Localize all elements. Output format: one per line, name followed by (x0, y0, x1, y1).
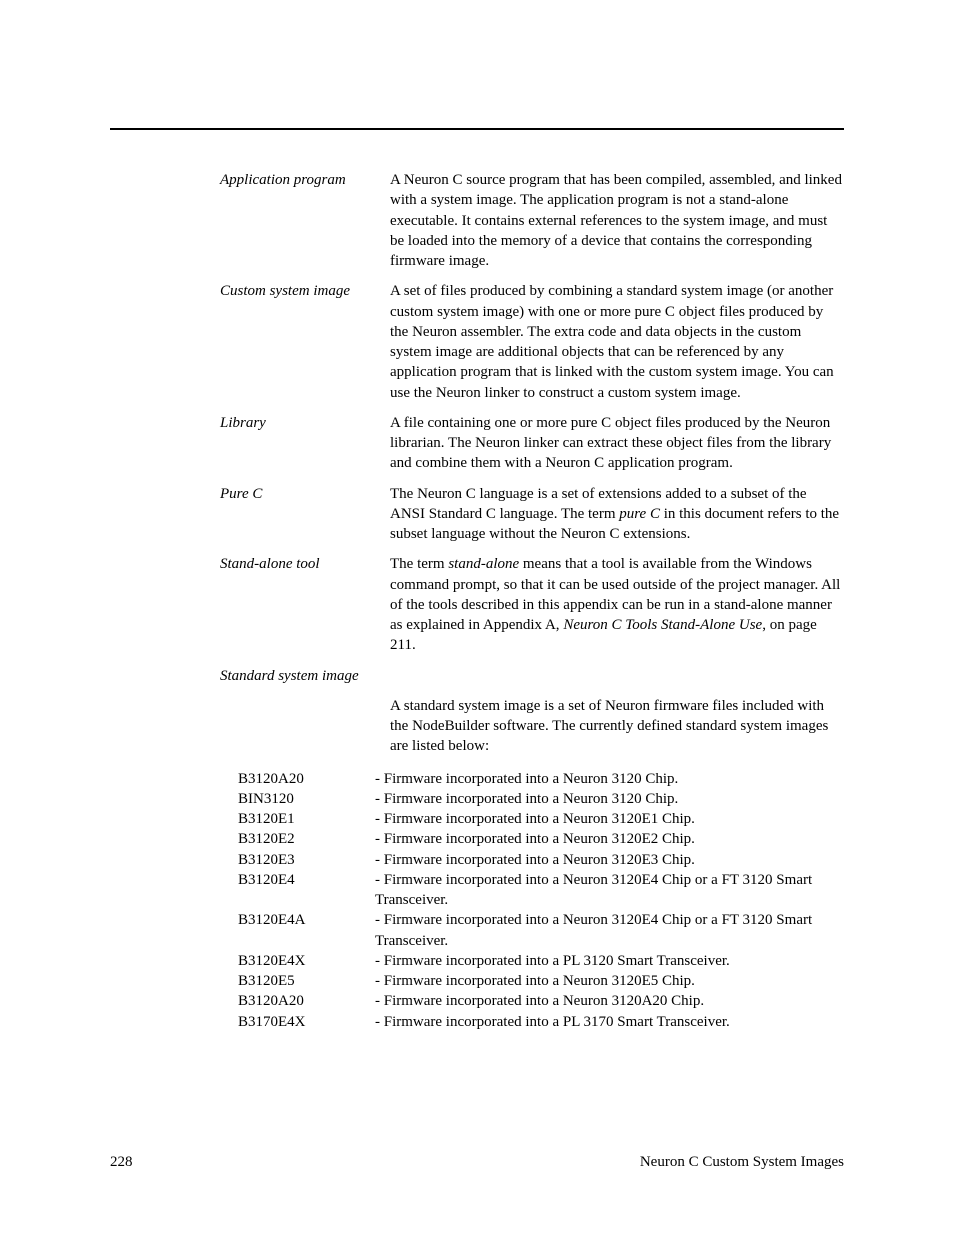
italic-run: stand-alone (448, 556, 519, 572)
term-label: Library (220, 413, 390, 474)
firmware-description: - Firmware incorporated into a Neuron 31… (375, 870, 844, 911)
term-label: Custom system image (220, 281, 390, 403)
firmware-row: B3120E3- Firmware incorporated into a Ne… (220, 850, 844, 870)
firmware-row: B3120E5- Firmware incorporated into a Ne… (220, 971, 844, 991)
firmware-code: B3120E4A (220, 910, 375, 951)
term-description: The term stand-alone means that a tool i… (390, 554, 844, 655)
term-description: A file containing one or more pure C obj… (390, 413, 844, 474)
firmware-code: B3120A20 (220, 769, 375, 789)
firmware-list: B3120A20- Firmware incorporated into a N… (220, 769, 844, 1032)
term-label: Application program (220, 170, 390, 271)
definition-custom-system-image: Custom system image A set of files produ… (220, 281, 844, 403)
firmware-code: B3120E5 (220, 971, 375, 991)
term-description: A Neuron C source program that has been … (390, 170, 844, 271)
firmware-row: B3120E4X- Firmware incorporated into a P… (220, 951, 844, 971)
firmware-code: B3120E4X (220, 951, 375, 971)
definition-application-program: Application program A Neuron C source pr… (220, 170, 844, 271)
term-description: The Neuron C language is a set of extens… (390, 484, 844, 545)
page-number: 228 (110, 1154, 133, 1171)
firmware-code: B3120A20 (220, 991, 375, 1011)
firmware-code: B3170E4X (220, 1012, 375, 1032)
horizontal-rule (110, 128, 844, 130)
italic-run: pure C (619, 506, 660, 522)
page-footer: 228 Neuron C Custom System Images (110, 1154, 844, 1171)
term-label: Pure C (220, 484, 390, 545)
firmware-row: B3170E4X- Firmware incorporated into a P… (220, 1012, 844, 1032)
firmware-row: BIN3120- Firmware incorporated into a Ne… (220, 789, 844, 809)
term-label-standard-system-image: Standard system image (220, 666, 844, 686)
firmware-row: B3120E4A- Firmware incorporated into a N… (220, 910, 844, 951)
firmware-description: - Firmware incorporated into a Neuron 31… (375, 850, 844, 870)
firmware-row: B3120E2- Firmware incorporated into a Ne… (220, 829, 844, 849)
firmware-description: - Firmware incorporated into a Neuron 31… (375, 971, 844, 991)
firmware-description: - Firmware incorporated into a PL 3170 S… (375, 1012, 844, 1032)
firmware-code: BIN3120 (220, 789, 375, 809)
firmware-description: - Firmware incorporated into a Neuron 31… (375, 789, 844, 809)
firmware-description: - Firmware incorporated into a Neuron 31… (375, 809, 844, 829)
term-description: A standard system image is a set of Neur… (390, 696, 844, 757)
firmware-description: - Firmware incorporated into a PL 3120 S… (375, 951, 844, 971)
firmware-description: - Firmware incorporated into a Neuron 31… (375, 829, 844, 849)
firmware-code: B3120E4 (220, 870, 375, 911)
definition-library: Library A file containing one or more pu… (220, 413, 844, 474)
firmware-code: B3120E2 (220, 829, 375, 849)
definition-stand-alone-tool: Stand-alone tool The term stand-alone me… (220, 554, 844, 655)
firmware-row: B3120A20- Firmware incorporated into a N… (220, 991, 844, 1011)
firmware-row: B3120E4- Firmware incorporated into a Ne… (220, 870, 844, 911)
firmware-code: B3120E3 (220, 850, 375, 870)
term-label: Stand-alone tool (220, 554, 390, 655)
footer-title: Neuron C Custom System Images (640, 1154, 844, 1171)
firmware-code: B3120E1 (220, 809, 375, 829)
definition-pure-c: Pure C The Neuron C language is a set of… (220, 484, 844, 545)
firmware-description: - Firmware incorporated into a Neuron 31… (375, 769, 844, 789)
text-run: The term (390, 556, 448, 572)
firmware-description: - Firmware incorporated into a Neuron 31… (375, 991, 844, 1011)
firmware-description: - Firmware incorporated into a Neuron 31… (375, 910, 844, 951)
term-description: A set of files produced by combining a s… (390, 281, 844, 403)
page-content: Application program A Neuron C source pr… (220, 170, 844, 1032)
firmware-row: B3120E1- Firmware incorporated into a Ne… (220, 809, 844, 829)
firmware-row: B3120A20- Firmware incorporated into a N… (220, 769, 844, 789)
italic-run: Neuron C Tools Stand-Alone Use (563, 617, 762, 633)
